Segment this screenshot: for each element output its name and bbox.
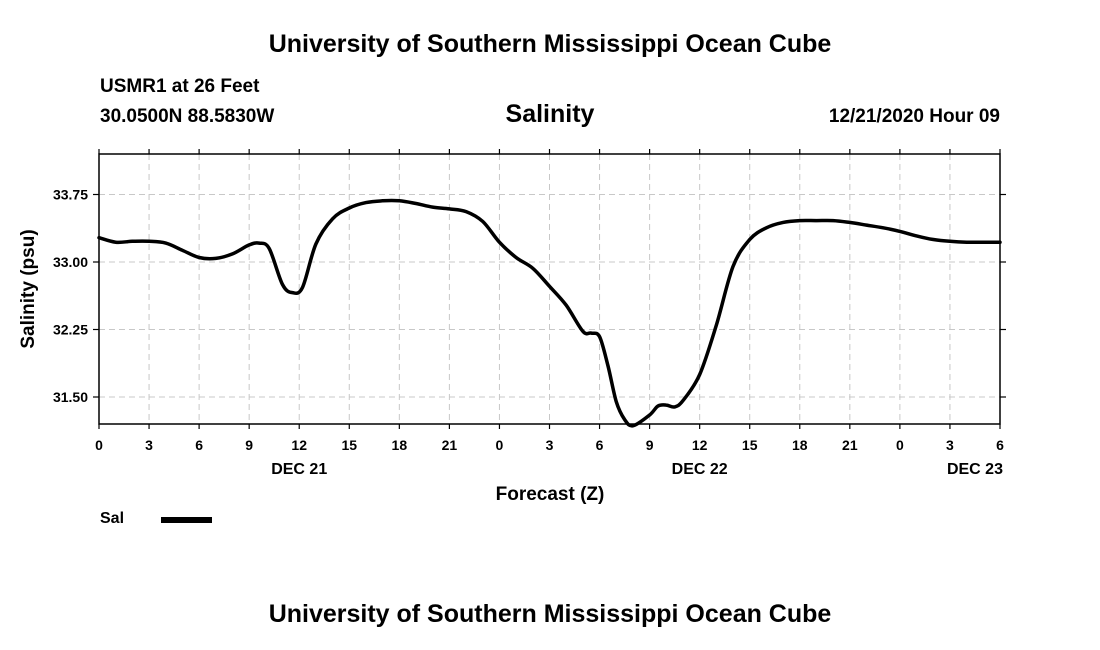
date-label: DEC 21 (271, 461, 327, 478)
legend-swatch-sal (161, 517, 212, 523)
x-tick-label: 0 (496, 437, 504, 453)
y-tick-label: 33.75 (53, 187, 88, 203)
x-tick-label: 3 (946, 437, 954, 453)
date-label: DEC 23 (947, 461, 1003, 478)
x-tick-label: 15 (341, 437, 357, 453)
x-tick-label: 18 (792, 437, 808, 453)
x-tick-label: 6 (996, 437, 1004, 453)
coordinates-label: 30.0500N 88.5830W (100, 106, 275, 127)
x-tick-label: 21 (442, 437, 458, 453)
x-tick-label: 0 (896, 437, 904, 453)
x-tick-label: 9 (646, 437, 654, 453)
datetime-label: 12/21/2020 Hour 09 (828, 106, 1000, 127)
y-tick-label: 32.25 (53, 322, 88, 338)
y-axis-label: Salinity (psu) (18, 229, 39, 348)
x-tick-label: 3 (546, 437, 554, 453)
x-tick-label: 12 (692, 437, 708, 453)
x-tick-label: 9 (245, 437, 253, 453)
series-line-sal (97, 198, 1002, 428)
x-tick-label: 6 (596, 437, 604, 453)
x-axis-label: Forecast (Z) (496, 484, 605, 505)
footer-title: University of Southern Mississippi Ocean… (268, 600, 832, 628)
grid (99, 154, 1000, 424)
legend-label-sal: Sal (100, 510, 125, 527)
axis-tick-labels: 0 3 6 9 12 15 18 21 0 3 6 9 12 15 18 21 0 3 6 31.50 32.25 33.… (53, 187, 1004, 479)
x-tick-label: 12 (291, 437, 307, 453)
y-tick-label: 33.00 (53, 254, 88, 270)
x-tick-label: 6 (195, 437, 203, 453)
y-tick-label: 31.50 (53, 389, 88, 405)
x-tick-label: 21 (842, 437, 858, 453)
x-tick-label: 0 (95, 437, 103, 453)
page-title: University of Southern Mississippi Ocean… (268, 30, 832, 58)
x-tick-label: 3 (145, 437, 153, 453)
chart-title: Salinity (505, 100, 595, 128)
station-label: USMR1 at 26 Feet (100, 76, 260, 97)
x-tick-label: 18 (392, 437, 408, 453)
x-tick-label: 15 (742, 437, 758, 453)
date-label: DEC 22 (672, 461, 728, 478)
axis-ticks (93, 149, 1006, 429)
